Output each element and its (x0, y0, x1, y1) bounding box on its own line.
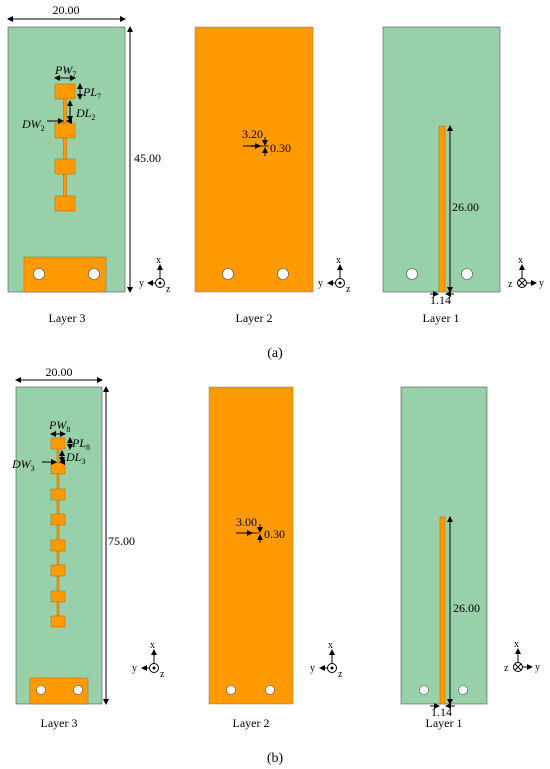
panel-a-layer3: 20.00 45.00 PW7 PL7 DL2 DW2 Layer 3 x y … (7, 3, 171, 325)
slot-width: 0.30 (270, 141, 291, 155)
via-hole (33, 268, 45, 280)
svg-text:x: x (150, 640, 155, 651)
svg-text:y: y (539, 278, 544, 289)
dl-label: DL2 (75, 106, 95, 122)
patch-element (50, 488, 66, 501)
axis-symbol-in: x y z (508, 255, 544, 290)
via-hole (419, 685, 429, 695)
axis-symbol-out: x y z (318, 255, 351, 295)
width-dimension: 20.00 (46, 365, 73, 379)
via-hole (277, 268, 289, 280)
via-hole (36, 685, 46, 695)
patch-element (54, 83, 76, 100)
svg-text:y: y (132, 663, 137, 674)
axis-symbol-out: x y z (310, 640, 343, 680)
layer1-b-label: Layer 1 (426, 716, 463, 730)
axis-symbol-in: x y z (504, 639, 540, 674)
panel-a-layer2: 3.20 0.30 Layer 2 x y z (194, 26, 351, 325)
connecting-line (63, 137, 67, 160)
dl-label: DL3 (65, 450, 85, 466)
panel-b-layer3: 20.00 75.00 PW8 PL8 DL3 DW3 Layer 3 x y … (11, 365, 165, 730)
axis-symbol-out: x y z (132, 640, 165, 680)
patch-element (54, 122, 76, 139)
patch-element (54, 195, 76, 212)
patch-element (50, 539, 66, 552)
svg-text:z: z (508, 279, 513, 290)
layer2-a-label: Layer 2 (236, 311, 273, 325)
slot-length: 3.20 (242, 127, 263, 141)
via-hole (222, 268, 234, 280)
svg-text:y: y (310, 663, 315, 674)
caption-b: (b) (267, 751, 284, 766)
panel-b-layer1: 26.00 1.14 Layer 1 x y z (400, 386, 540, 730)
via-hole (88, 268, 100, 280)
layer3-b-label: Layer 3 (41, 716, 78, 730)
patch-element (50, 462, 66, 475)
svg-text:x: x (514, 639, 519, 650)
dw-label: DW3 (11, 457, 35, 473)
layer3-a-label: Layer 3 (49, 311, 86, 325)
feed-line (439, 516, 446, 705)
via-hole (406, 268, 418, 280)
svg-text:y: y (535, 662, 540, 673)
svg-text:x: x (336, 255, 341, 266)
patch-element (54, 158, 76, 175)
svg-text:z: z (346, 284, 351, 295)
feed-length: 26.00 (452, 200, 479, 214)
feed-length: 26.00 (453, 601, 480, 615)
patch-element (50, 437, 66, 450)
panel-a-layer1: 26.00 1.14 Layer 1 x y z (382, 26, 544, 325)
via-hole (226, 685, 236, 695)
patch-element (50, 615, 66, 628)
feed-line (438, 125, 446, 293)
pw-label: PW7 (54, 63, 76, 79)
svg-text:x: x (156, 255, 161, 266)
svg-text:x: x (518, 255, 523, 266)
layer1-a-label: Layer 1 (423, 311, 460, 325)
via-hole (265, 685, 275, 695)
connecting-line (63, 98, 67, 124)
panel-b-layer2: 3.00 0.30 Layer 2 x y z (208, 386, 343, 730)
feed-width: 1.14 (431, 705, 452, 719)
svg-text:z: z (504, 663, 509, 674)
dw-label: DW2 (21, 117, 45, 133)
ground-plane-layer2-a (194, 26, 314, 293)
pl-label: PL7 (82, 85, 101, 101)
pl-label: PL8 (71, 436, 90, 452)
slot-width: 0.30 (264, 527, 285, 541)
layer2-b-label: Layer 2 (233, 716, 270, 730)
length-dimension: 45.00 (134, 151, 161, 165)
via-hole (73, 685, 83, 695)
patch-element (50, 513, 66, 526)
svg-text:z: z (160, 669, 165, 680)
patch-element (50, 564, 66, 577)
connecting-line (63, 173, 67, 197)
svg-text:y: y (139, 278, 144, 289)
svg-text:z: z (166, 284, 171, 295)
length-dimension: 75.00 (108, 534, 135, 548)
pw-label: PW8 (48, 418, 70, 434)
svg-text:z: z (338, 669, 343, 680)
axis-symbol-out: x y z (139, 255, 171, 295)
svg-text:x: x (328, 640, 333, 651)
slot-length: 3.00 (236, 515, 257, 529)
ground-plane-layer2-b (208, 386, 294, 705)
caption-a: (a) (267, 346, 283, 361)
feed-width: 1.14 (430, 293, 451, 307)
patch-element (50, 590, 66, 603)
svg-text:y: y (318, 278, 323, 289)
via-hole (461, 268, 473, 280)
width-dimension: 20.00 (53, 3, 80, 17)
via-hole (458, 685, 468, 695)
